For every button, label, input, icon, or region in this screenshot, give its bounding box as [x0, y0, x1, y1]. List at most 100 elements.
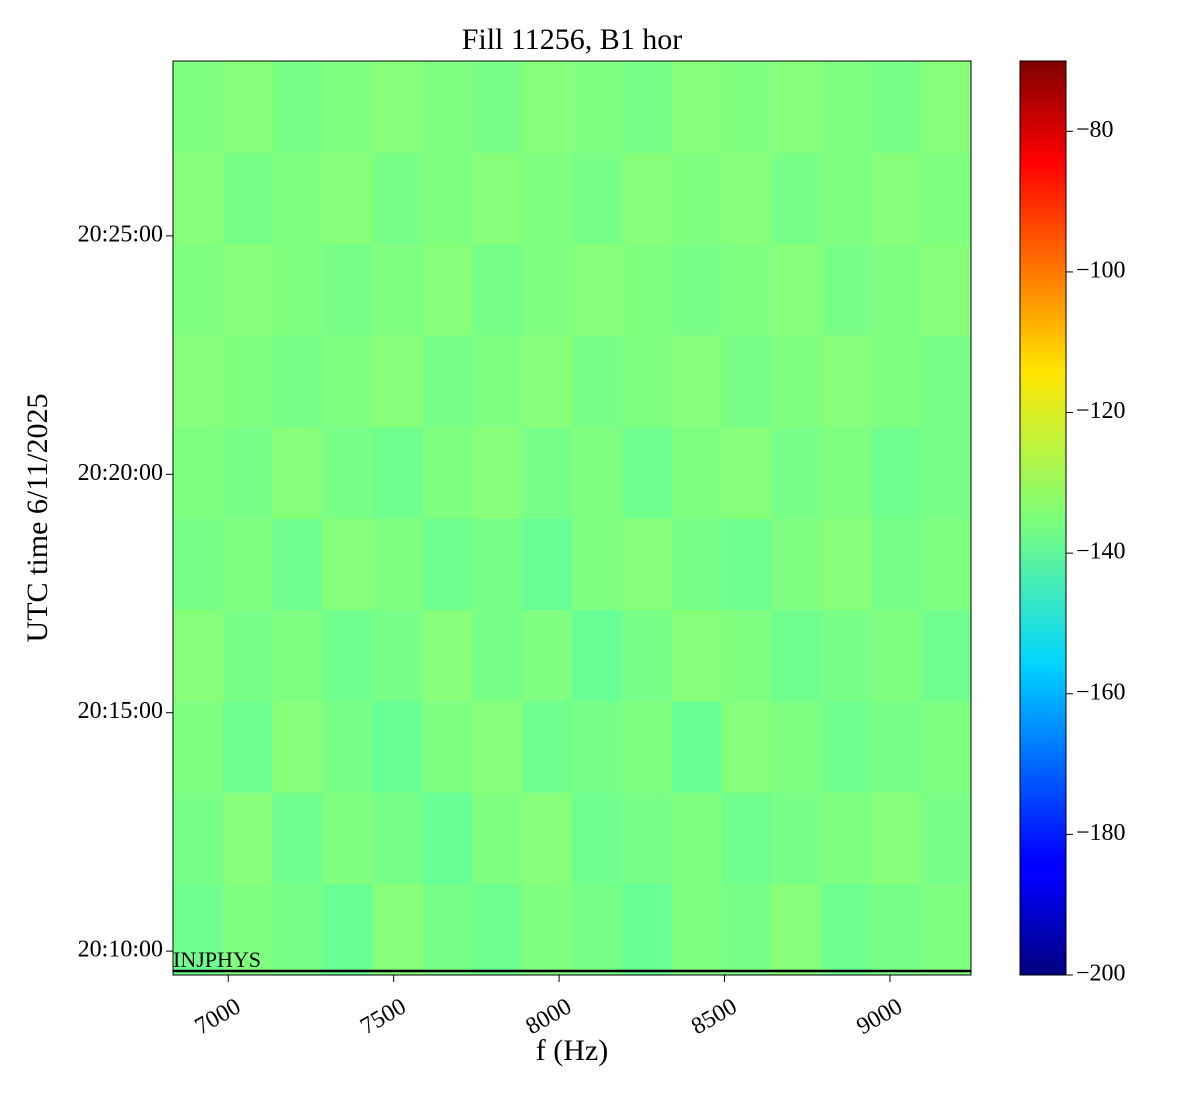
heatmap-cell — [721, 792, 772, 885]
heatmap-cell — [272, 426, 324, 519]
heatmap-cell — [671, 700, 723, 793]
heatmap-cell — [222, 61, 274, 153]
heatmap-cell — [821, 609, 872, 702]
heatmap-cell — [322, 243, 373, 336]
heatmap-cell — [621, 609, 673, 702]
heatmap-cell — [921, 518, 972, 610]
heatmap-cell — [322, 518, 373, 610]
heatmap-cell — [472, 792, 523, 885]
heatmap-cell — [871, 61, 922, 153]
heatmap-cell — [871, 243, 922, 336]
heatmap-cell — [372, 883, 423, 976]
heatmap-cell — [222, 152, 274, 245]
heatmap-cell — [921, 426, 972, 519]
heatmap-cell — [422, 152, 473, 245]
heatmap-cell — [671, 609, 723, 702]
heatmap-cell — [272, 609, 324, 702]
heatmap-cell — [572, 883, 623, 976]
colorbar-tick-label: −200 — [1076, 961, 1126, 987]
heatmap-cell — [272, 335, 324, 428]
heatmap-cell — [671, 243, 723, 336]
heatmap-cell — [522, 243, 573, 336]
chart-title: Fill 11256, B1 hor — [462, 23, 683, 56]
heatmap-cell — [173, 335, 224, 428]
heatmap-cell — [721, 518, 772, 610]
heatmap-cell — [871, 700, 922, 793]
y-axis-label: UTC time 6/11/2025 — [21, 394, 54, 643]
heatmap — [173, 61, 972, 976]
colorbar-tick-label: −160 — [1076, 679, 1126, 705]
heatmap-cell — [921, 335, 972, 428]
heatmap-cell — [621, 152, 673, 245]
heatmap-cell — [621, 61, 673, 153]
heatmap-cell — [671, 152, 723, 245]
heatmap-cell — [173, 883, 224, 976]
heatmap-cell — [821, 518, 872, 610]
heatmap-cell — [921, 883, 972, 976]
heatmap-cell — [572, 152, 623, 245]
heatmap-cell — [372, 700, 423, 793]
heatmap-cell — [921, 152, 972, 245]
heatmap-cell — [272, 518, 324, 610]
heatmap-cell — [522, 335, 573, 428]
heatmap-cell — [422, 700, 473, 793]
heatmap-cell — [372, 243, 423, 336]
heatmap-cell — [272, 243, 324, 336]
heatmap-cell — [472, 426, 523, 519]
heatmap-cell — [322, 152, 373, 245]
heatmap-cell — [821, 426, 872, 519]
heatmap-cell — [272, 152, 324, 245]
colorbar-tick-label: −140 — [1076, 539, 1126, 565]
heatmap-cell — [173, 792, 224, 885]
heatmap-cell — [422, 883, 473, 976]
heatmap-cell — [522, 609, 573, 702]
heatmap-cell — [771, 518, 822, 610]
heatmap-cell — [671, 335, 723, 428]
heatmap-cell — [472, 243, 523, 336]
heatmap-cell — [621, 792, 673, 885]
heatmap-cell — [621, 518, 673, 610]
heatmap-cell — [372, 152, 423, 245]
heatmap-cell — [871, 883, 922, 976]
heatmap-cell — [821, 335, 872, 428]
heatmap-cell — [572, 792, 623, 885]
heatmap-cell — [322, 426, 373, 519]
colorbar-tick-label: −100 — [1076, 257, 1126, 283]
heatmap-cell — [572, 609, 623, 702]
heatmap-cell — [721, 243, 772, 336]
heatmap-cell — [572, 243, 623, 336]
heatmap-cell — [572, 335, 623, 428]
heatmap-cell — [821, 243, 872, 336]
heatmap-cell — [721, 609, 772, 702]
y-tick-label: 20:25:00 — [78, 221, 163, 247]
heatmap-cell — [621, 883, 673, 976]
heatmap-cell — [272, 700, 324, 793]
heatmap-cell — [821, 883, 872, 976]
y-tick-label: 20:15:00 — [78, 698, 163, 724]
heatmap-cell — [422, 792, 473, 885]
heatmap-cell — [472, 61, 523, 153]
heatmap-cell — [771, 335, 822, 428]
heatmap-cell — [771, 426, 822, 519]
heatmap-cell — [322, 609, 373, 702]
plot-frame — [172, 60, 972, 976]
heatmap-cell — [422, 518, 473, 610]
heatmap-cell — [871, 609, 922, 702]
heatmap-cell — [272, 792, 324, 885]
colorbar-tick-label: −120 — [1076, 398, 1126, 424]
heatmap-cell — [721, 883, 772, 976]
heatmap-cell — [322, 335, 373, 428]
heatmap-cell — [222, 518, 274, 610]
heatmap-cell — [173, 426, 224, 519]
heatmap-cell — [173, 152, 224, 245]
heatmap-cell — [322, 61, 373, 153]
heatmap-cell — [721, 335, 772, 428]
heatmap-cell — [721, 152, 772, 245]
y-tick-label: 20:20:00 — [78, 460, 163, 486]
heatmap-cell — [771, 792, 822, 885]
heatmap-cell — [771, 243, 822, 336]
heatmap-cell — [522, 518, 573, 610]
heatmap-cell — [222, 426, 274, 519]
heatmap-cell — [821, 61, 872, 153]
heatmap-cell — [372, 335, 423, 428]
